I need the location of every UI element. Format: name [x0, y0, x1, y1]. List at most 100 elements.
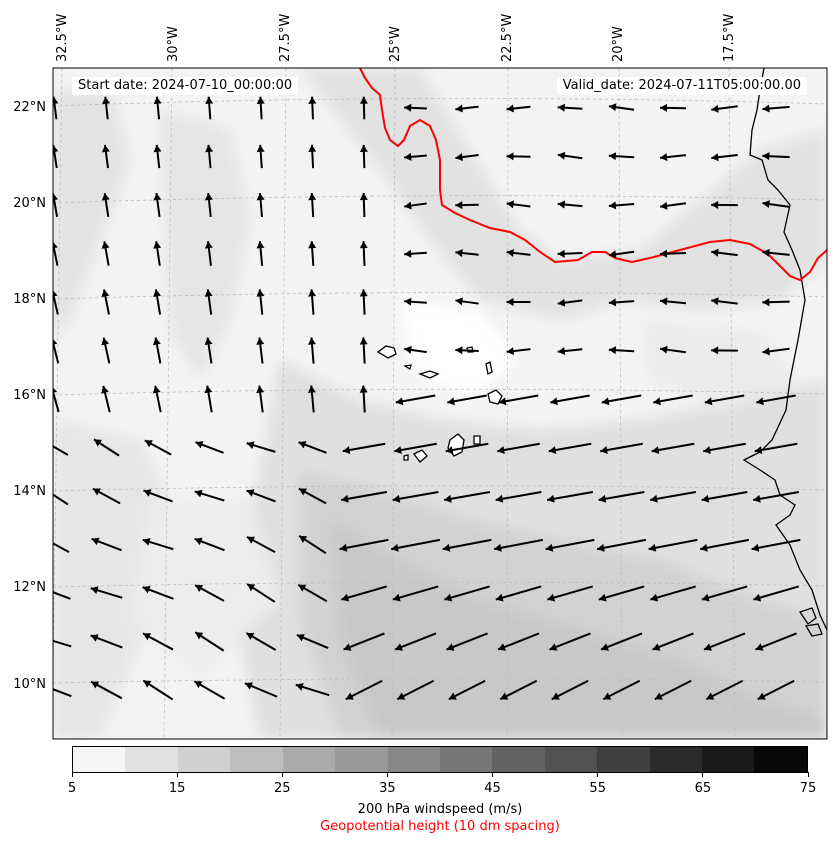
- wind-arrowhead: [497, 446, 505, 454]
- colorbar-tick-label: 25: [274, 781, 291, 796]
- colorbar-tick-mark: [702, 772, 704, 777]
- wind-arrowhead: [204, 193, 213, 201]
- wind-arrow: [497, 442, 540, 453]
- wind-arrowhead: [341, 494, 349, 503]
- wind-arrowhead: [308, 241, 317, 249]
- wind-arrowhead: [308, 337, 316, 345]
- wind-arrowhead: [341, 593, 350, 602]
- wind-arrowhead: [600, 446, 608, 454]
- wind-arrowhead: [394, 446, 402, 454]
- wind-arrowhead: [601, 643, 609, 651]
- wind-arrowhead: [704, 643, 712, 651]
- wind-arrowhead: [753, 593, 762, 602]
- wind-arrowhead: [660, 297, 668, 306]
- contour-label: Geopotential height (10 dm spacing): [320, 819, 560, 834]
- wind-arrow: [394, 442, 437, 453]
- wind-arrowhead: [455, 249, 463, 257]
- wind-arrowhead: [498, 397, 507, 406]
- wind-arrow: [53, 639, 72, 648]
- wind-arrow: [545, 538, 595, 551]
- wind-arrowhead: [345, 692, 354, 700]
- wind-arrowhead: [608, 346, 617, 355]
- wind-arrowhead: [41, 537, 49, 544]
- wind-arrow: [446, 632, 488, 651]
- wind-arrowhead: [392, 494, 401, 503]
- wind-arrowhead: [256, 193, 265, 201]
- wind-arrowhead: [256, 96, 265, 104]
- colorbar-segment: [649, 747, 703, 772]
- wind-arrowhead: [711, 297, 719, 306]
- wind-arrowhead: [194, 537, 203, 546]
- wind-arrowhead: [142, 538, 151, 546]
- wind-arrowhead: [143, 489, 152, 497]
- colorbar-segment: [597, 747, 650, 772]
- wind-arrowhead: [711, 104, 719, 113]
- wind-arrowhead: [101, 385, 109, 394]
- wind-arrow: [598, 490, 645, 502]
- wind-arrowhead: [101, 289, 110, 298]
- wind-arrowhead: [498, 643, 506, 651]
- wind-arrowhead: [762, 152, 770, 161]
- lon-label: 17.5°W: [722, 14, 737, 62]
- wind-arrow: [53, 688, 72, 698]
- wind-arrowhead: [144, 440, 153, 448]
- wind-arrowhead: [143, 680, 152, 688]
- wind-arrowhead: [244, 682, 253, 690]
- wind-arrowhead: [195, 584, 204, 593]
- wind-arrowhead: [153, 144, 162, 153]
- wind-arrowhead: [404, 201, 412, 210]
- colorbar-tick-mark: [176, 772, 178, 777]
- colorbar-tick-mark: [807, 772, 809, 777]
- wind-arrow: [53, 493, 69, 506]
- wind-arrow: [703, 632, 746, 651]
- wind-arrowhead: [194, 681, 203, 689]
- wind-arrowhead: [549, 643, 558, 651]
- valid-date-label: Valid_date: 2024-07-11T05:00:00.00: [556, 77, 807, 95]
- wind-arrowhead: [204, 385, 213, 394]
- wind-arrowhead: [506, 200, 515, 209]
- wind-arrowhead: [446, 643, 455, 651]
- wind-arrowhead: [444, 494, 452, 503]
- colorbar-segment: [702, 747, 755, 772]
- colorbar-segment: [230, 747, 283, 772]
- cape-verde-islands: [376, 345, 503, 463]
- colorbar-segment: [492, 747, 545, 772]
- wind-arrowhead: [92, 488, 101, 496]
- colorbar-tick-mark: [597, 772, 599, 777]
- wind-arrowhead: [448, 692, 457, 700]
- lon-label: 27.5°W: [278, 14, 293, 62]
- wind-arrowhead: [557, 200, 566, 209]
- wind-arrow: [548, 442, 592, 453]
- wind-arrowhead: [506, 104, 514, 113]
- wind-arrowhead: [256, 241, 265, 249]
- wind-arrowhead: [299, 535, 308, 543]
- wind-arrowhead: [654, 692, 663, 700]
- colorbar-tick-label: 75: [799, 781, 817, 796]
- wind-arrowhead: [101, 241, 110, 249]
- wind-arrowhead: [204, 337, 213, 346]
- wind-arrowhead: [194, 489, 203, 498]
- wind-arrowhead: [701, 593, 710, 602]
- wind-arrowhead: [762, 347, 770, 356]
- wind-arrowhead: [660, 249, 668, 258]
- wind-arrowhead: [91, 537, 100, 546]
- wind-arrowhead: [391, 543, 399, 552]
- wind-arrow: [699, 538, 750, 551]
- wind-arrowhead: [506, 152, 514, 161]
- colorbar-tick-label: 45: [484, 781, 501, 796]
- wind-arrow: [497, 632, 540, 651]
- wind-arrowhead: [444, 593, 453, 602]
- wind-arrowhead: [256, 337, 265, 345]
- wind-arrowhead: [455, 104, 463, 113]
- wind-vectors: [41, 96, 801, 701]
- wind-arrowhead: [660, 153, 668, 162]
- colorbar-tick-label: 55: [589, 781, 606, 796]
- wind-arrowhead: [598, 593, 607, 602]
- wind-arrowhead: [246, 632, 255, 640]
- wind-arrowhead: [246, 536, 256, 544]
- wind-arrowhead: [153, 193, 162, 201]
- lon-label: 22.5°W: [500, 14, 515, 62]
- wind-arrow: [392, 490, 439, 502]
- wind-arrowhead: [652, 643, 661, 651]
- wind-arrowhead: [256, 385, 265, 394]
